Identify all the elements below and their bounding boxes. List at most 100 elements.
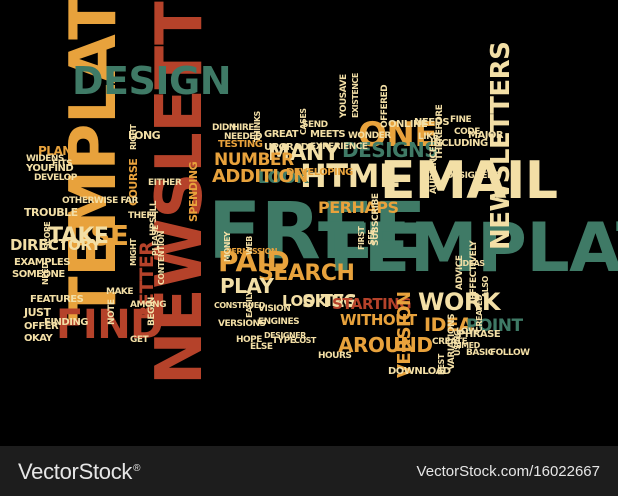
image-id-url: VectorStock.com/16022667 <box>416 463 600 480</box>
word-hire: HIRE <box>232 123 254 133</box>
word-hope: HOPE <box>236 335 262 345</box>
word-vision: VISION <box>258 304 291 314</box>
word-work: WORK <box>418 288 500 316</box>
word-widens: WIDENS <box>26 154 64 164</box>
word-finding: FINDING <box>44 317 89 328</box>
word-online: ONLINE <box>388 119 428 130</box>
word-see: SEE <box>367 229 376 245</box>
word-need: NEED <box>41 262 50 285</box>
word-experience: EXPERIENCE <box>310 142 368 152</box>
word-designers: DESIGNERS <box>446 171 500 181</box>
word-advice: ADVICE <box>455 255 465 290</box>
word-contention: CONTENTION <box>157 231 166 285</box>
word-html: HTML <box>300 157 399 195</box>
word-spending: SPENDING <box>187 161 200 222</box>
word-designer: DESIGNER <box>264 331 306 340</box>
word-number: NUMBER <box>214 150 294 170</box>
word-paid: PAID <box>218 245 290 278</box>
word-first: FIRST <box>357 226 366 250</box>
word-permission: PERMISSION <box>226 247 278 256</box>
word-web: WEB <box>245 236 254 255</box>
word-get: GET <box>130 335 149 345</box>
word-email: EMAIL <box>380 151 558 211</box>
word-make: MAKE <box>106 287 134 297</box>
word-scope: SCOPE <box>43 221 52 249</box>
word-including: INCLUDING <box>430 138 488 149</box>
word-upgrade: UPGRADE <box>264 142 315 153</box>
word-features: FEATURES <box>30 294 84 305</box>
word-note: NOTE <box>107 299 117 325</box>
word-low: LOW <box>456 327 478 337</box>
vectorstock-logo: VectorStock® <box>18 459 140 485</box>
word-engines: ENGINES <box>258 317 300 327</box>
word-youfind: YOUFIND <box>26 163 74 174</box>
word-needed: NEEDED <box>224 132 262 142</box>
word-develop: DEVELOP <box>34 173 77 183</box>
word-type: TYPE <box>272 336 296 346</box>
word-either: EITHER <box>148 178 182 188</box>
word-plan: PLAN <box>38 144 72 158</box>
word-find: FIND <box>56 302 163 348</box>
word-cases: CASES <box>299 108 308 135</box>
word-one: ONE <box>358 115 438 155</box>
word-create: CREATE <box>432 337 468 347</box>
word-many: MANY <box>268 141 340 166</box>
word-great: GREAT <box>264 129 299 140</box>
word-take: TAKE <box>48 224 109 249</box>
word-use: USE <box>68 219 129 252</box>
word-download: DOWNLOAD <box>388 366 451 377</box>
word-created: CREATED <box>475 294 484 332</box>
word-right: RIGHT <box>129 124 138 150</box>
word-aimed: AIMED <box>453 341 480 350</box>
word-best: BEST <box>437 354 446 375</box>
word-otherwise-far: OTHERWISE FAR <box>62 196 138 206</box>
word-newsletters: NEWSLETTERS <box>486 41 516 250</box>
word-starting: STARTING <box>332 295 412 313</box>
word-audience: AUDIENCE <box>429 146 439 194</box>
word-needs: NEEDS <box>414 117 450 128</box>
word-code: CODE <box>454 127 480 137</box>
word-search: SEARCH <box>258 261 355 286</box>
word-like: LIKE <box>418 132 439 142</box>
word-designs: DESIGNS <box>342 138 439 162</box>
word-theft: THEFT <box>128 211 158 221</box>
word-hours: HOURS <box>318 351 352 361</box>
word-easily: EASILY <box>245 290 254 318</box>
word-templates: TEMPLATES <box>318 209 618 288</box>
word-perhaps: PERHAPS <box>318 198 399 217</box>
word-follow: FOLLOW <box>490 348 530 358</box>
word-testing: TESTING <box>218 139 263 150</box>
word-existence: EXISTENCE <box>351 73 360 118</box>
word-okay: OKAY <box>24 333 53 344</box>
word-someone: SOMEONE <box>12 269 65 280</box>
word-didn: DIDN <box>212 123 236 133</box>
word-yousave: YOUSAVE <box>339 74 349 118</box>
word-fine: FINE <box>450 115 472 125</box>
word-construed: CONSTRUED <box>214 301 265 310</box>
watermark-bar: VectorStock® VectorStock.com/16022667 <box>0 446 618 496</box>
word-offer: OFFER <box>24 321 59 332</box>
word-versions: VERSIONS <box>218 319 266 329</box>
word-free: FREE <box>208 187 426 277</box>
word-wonder: WONDER <box>348 131 391 141</box>
word-meets: MEETS <box>310 129 346 140</box>
word-idea: IDEA <box>424 314 473 336</box>
word-else: ELSE <box>250 342 273 352</box>
word-phrase: PHRASE <box>458 329 501 340</box>
word-just: JUST <box>24 306 51 319</box>
word-look: LOOK <box>258 168 309 188</box>
word-examples: EXAMPLES <box>14 257 70 268</box>
registered-mark: ® <box>133 462 141 474</box>
word-offered: OFFERED <box>380 84 390 128</box>
word-sites: SITES <box>302 291 357 312</box>
word-money: MONEY <box>223 231 232 262</box>
word-design: DESIGN <box>72 59 232 103</box>
word-point: POINT <box>466 316 523 336</box>
word-long: LONG <box>128 129 161 142</box>
word-basic: BASIC <box>466 348 494 358</box>
word-without: WITHOUT <box>340 311 417 329</box>
word-around: AROUND <box>338 333 433 357</box>
word-among: AMONG <box>130 300 167 310</box>
word-cost: COST <box>294 336 316 345</box>
word-major: MAJOR <box>468 130 504 141</box>
